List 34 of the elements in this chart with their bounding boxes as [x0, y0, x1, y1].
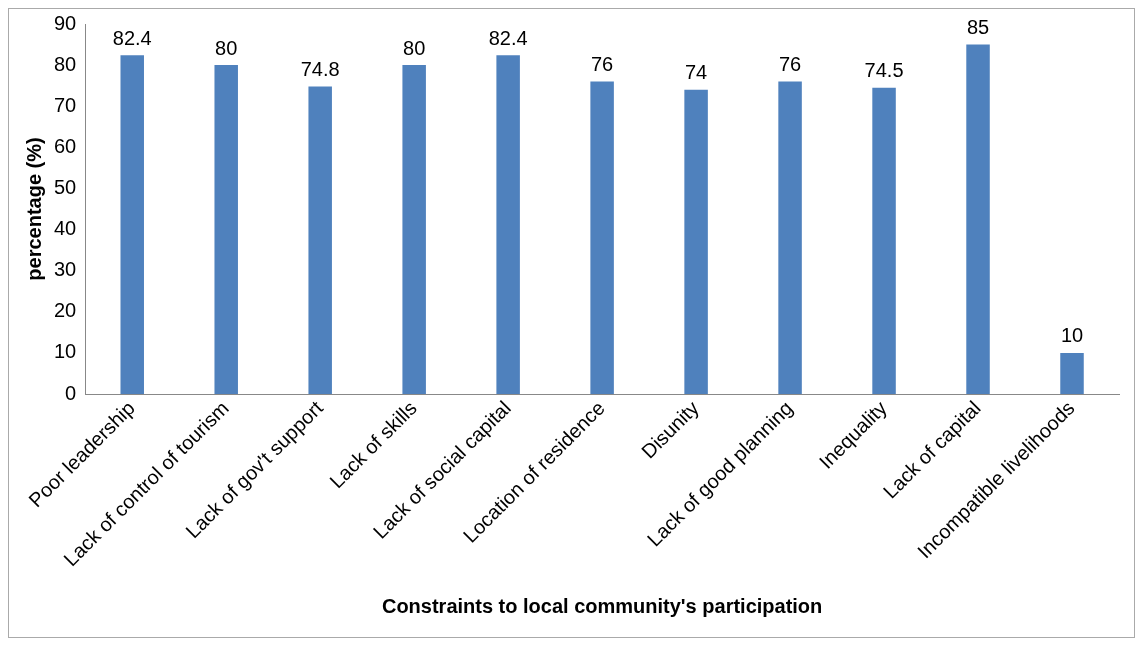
y-axis-title: percentage (%)	[22, 137, 45, 281]
bar	[966, 44, 990, 395]
y-tick-label: 80	[54, 52, 77, 75]
data-label: 74.8	[300, 58, 340, 81]
y-tick-label: 60	[54, 134, 77, 157]
bar	[1060, 352, 1084, 395]
y-tick-label: 0	[65, 381, 77, 404]
data-label: 74	[684, 61, 708, 84]
y-tick-label: 10	[54, 340, 77, 363]
bar	[214, 65, 238, 395]
bar	[778, 81, 802, 395]
data-label: 76	[591, 53, 614, 76]
bar	[872, 87, 896, 395]
data-label: 10	[1060, 324, 1084, 347]
bar	[684, 89, 708, 395]
bar	[590, 81, 614, 395]
data-label: 82.4	[488, 26, 528, 49]
x-axis-title: Constraints to local community's participation	[381, 594, 823, 617]
y-tick-label: 30	[54, 258, 77, 281]
data-label: 74.5	[864, 59, 904, 82]
data-label: 76	[778, 53, 802, 76]
data-label: 85	[966, 16, 990, 39]
bar	[402, 65, 426, 395]
data-label: 80	[215, 36, 238, 59]
bar	[308, 86, 332, 395]
bar	[120, 55, 144, 395]
y-tick-label: 50	[54, 175, 77, 198]
y-tick-label: 90	[54, 11, 77, 34]
y-tick-label: 40	[54, 217, 77, 240]
y-tick-label: 70	[54, 93, 77, 116]
y-tick-label: 20	[54, 299, 77, 322]
data-label: 80	[403, 36, 426, 59]
bar	[496, 55, 520, 395]
data-label: 82.4	[112, 26, 152, 49]
